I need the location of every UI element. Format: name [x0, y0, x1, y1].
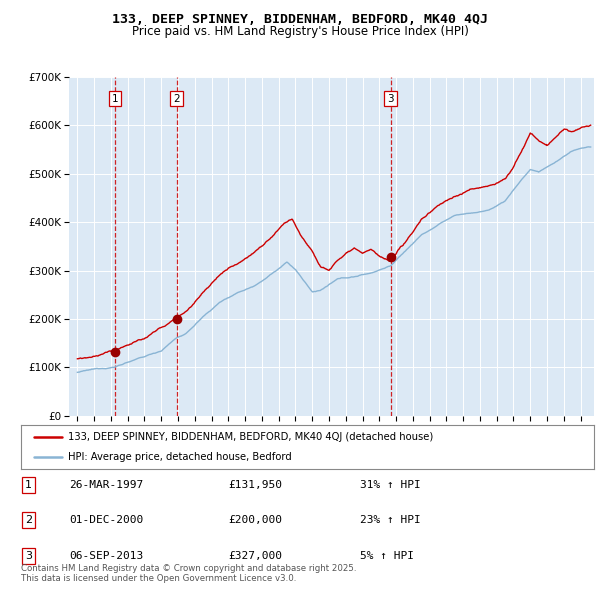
Text: 133, DEEP SPINNEY, BIDDENHAM, BEDFORD, MK40 4QJ (detached house): 133, DEEP SPINNEY, BIDDENHAM, BEDFORD, M…	[68, 432, 433, 442]
Text: 3: 3	[388, 93, 394, 103]
Text: £131,950: £131,950	[228, 480, 282, 490]
Text: 1: 1	[25, 480, 32, 490]
Text: 31% ↑ HPI: 31% ↑ HPI	[360, 480, 421, 490]
Text: 2: 2	[25, 516, 32, 525]
Text: 5% ↑ HPI: 5% ↑ HPI	[360, 551, 414, 560]
Text: Price paid vs. HM Land Registry's House Price Index (HPI): Price paid vs. HM Land Registry's House …	[131, 25, 469, 38]
Text: 133, DEEP SPINNEY, BIDDENHAM, BEDFORD, MK40 4QJ: 133, DEEP SPINNEY, BIDDENHAM, BEDFORD, M…	[112, 13, 488, 26]
Text: 1: 1	[112, 93, 118, 103]
Text: 06-SEP-2013: 06-SEP-2013	[69, 551, 143, 560]
Text: £327,000: £327,000	[228, 551, 282, 560]
Text: 01-DEC-2000: 01-DEC-2000	[69, 516, 143, 525]
Text: 2: 2	[173, 93, 180, 103]
Text: 26-MAR-1997: 26-MAR-1997	[69, 480, 143, 490]
Text: HPI: Average price, detached house, Bedford: HPI: Average price, detached house, Bedf…	[68, 452, 292, 462]
Text: 3: 3	[25, 551, 32, 560]
Text: 23% ↑ HPI: 23% ↑ HPI	[360, 516, 421, 525]
Text: Contains HM Land Registry data © Crown copyright and database right 2025.
This d: Contains HM Land Registry data © Crown c…	[21, 563, 356, 583]
Text: £200,000: £200,000	[228, 516, 282, 525]
